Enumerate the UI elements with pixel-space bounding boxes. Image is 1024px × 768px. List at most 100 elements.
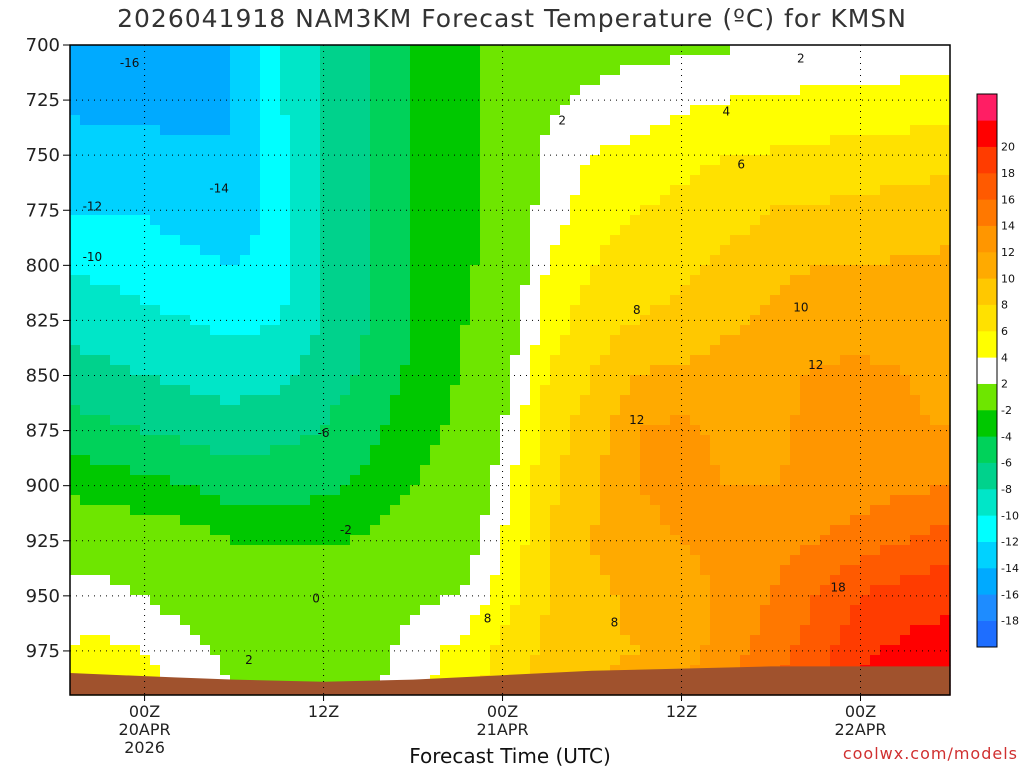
- temp-cell: [270, 95, 281, 106]
- temp-cell: [140, 475, 151, 486]
- temp-cell: [210, 445, 221, 456]
- temp-cell: [490, 275, 501, 286]
- temp-cell: [930, 195, 941, 206]
- temp-cell: [670, 505, 681, 516]
- temp-cell: [730, 285, 741, 296]
- temp-cell: [500, 505, 511, 516]
- temp-cell: [360, 115, 371, 126]
- temp-cell: [340, 435, 351, 446]
- temp-cell: [230, 195, 241, 206]
- temp-cell: [820, 425, 831, 436]
- temp-cell: [580, 535, 591, 546]
- temp-cell: [320, 205, 331, 216]
- temp-cell: [470, 245, 481, 256]
- temp-cell: [90, 485, 101, 496]
- temp-cell: [110, 365, 121, 376]
- temp-cell: [690, 445, 701, 456]
- temp-cell: [340, 265, 351, 276]
- temp-cell: [810, 235, 821, 246]
- temp-cell: [630, 515, 641, 526]
- temp-cell: [770, 55, 781, 66]
- temp-cell: [410, 515, 421, 526]
- temp-cell: [800, 165, 811, 176]
- temp-cell: [200, 505, 211, 516]
- temp-cell: [370, 55, 381, 66]
- temp-cell: [380, 435, 391, 446]
- temp-cell: [630, 275, 641, 286]
- temp-cell: [670, 135, 681, 146]
- temp-cell: [660, 75, 671, 86]
- temp-cell: [880, 185, 891, 196]
- temp-cell: [440, 385, 451, 396]
- temp-cell: [780, 205, 791, 216]
- temp-cell: [840, 525, 851, 536]
- temp-cell: [90, 75, 101, 86]
- temp-cell: [490, 235, 501, 246]
- temp-cell: [630, 575, 641, 586]
- temp-cell: [830, 345, 841, 356]
- temp-cell: [100, 75, 111, 86]
- temp-cell: [740, 165, 751, 176]
- temp-cell: [680, 415, 691, 426]
- temp-cell: [590, 165, 601, 176]
- temp-cell: [610, 135, 621, 146]
- temp-cell: [340, 585, 351, 596]
- temp-cell: [730, 115, 741, 126]
- temp-cell: [120, 475, 131, 486]
- temp-cell: [110, 185, 121, 196]
- temp-cell: [350, 95, 361, 106]
- temp-cell: [790, 115, 801, 126]
- temp-cell: [620, 225, 631, 236]
- temp-cell: [90, 575, 101, 586]
- temp-cell: [800, 435, 811, 446]
- temp-cell: [550, 215, 561, 226]
- temp-cell: [560, 475, 571, 486]
- temp-cell: [220, 65, 231, 76]
- temp-cell: [270, 215, 281, 226]
- temp-cell: [510, 465, 521, 476]
- temp-cell: [700, 445, 711, 456]
- temp-cell: [560, 555, 571, 566]
- temp-cell: [320, 295, 331, 306]
- temp-cell: [610, 175, 621, 186]
- temp-cell: [570, 205, 581, 216]
- temp-cell: [830, 335, 841, 346]
- temp-cell: [570, 265, 581, 276]
- temp-cell: [520, 135, 531, 146]
- temp-cell: [240, 315, 251, 326]
- temp-cell: [900, 205, 911, 216]
- temp-cell: [110, 165, 121, 176]
- temp-cell: [150, 185, 161, 196]
- temp-cell: [800, 315, 811, 326]
- temp-cell: [240, 285, 251, 296]
- temp-cell: [610, 405, 621, 416]
- temp-cell: [160, 125, 171, 136]
- temp-cell: [530, 395, 541, 406]
- temp-cell: [140, 305, 151, 316]
- temp-cell: [350, 205, 361, 216]
- temp-cell: [310, 75, 321, 86]
- temp-cell: [150, 235, 161, 246]
- temp-cell: [210, 605, 221, 616]
- temp-cell: [610, 525, 621, 536]
- temp-cell: [190, 335, 201, 346]
- temp-cell: [780, 525, 791, 536]
- temp-cell: [530, 325, 541, 336]
- temp-cell: [800, 155, 811, 166]
- temp-cell: [400, 145, 411, 156]
- temp-cell: [280, 145, 291, 156]
- temp-cell: [630, 495, 641, 506]
- temp-cell: [200, 45, 211, 56]
- temp-cell: [470, 425, 481, 436]
- temp-cell: [310, 495, 321, 506]
- temp-cell: [430, 425, 441, 436]
- temp-cell: [790, 405, 801, 416]
- temp-cell: [100, 215, 111, 226]
- temp-cell: [620, 595, 631, 606]
- temp-cell: [190, 385, 201, 396]
- temp-cell: [760, 215, 771, 226]
- temp-cell: [750, 215, 761, 226]
- temp-cell: [870, 85, 881, 96]
- temp-cell: [660, 145, 671, 156]
- temp-cell: [690, 385, 701, 396]
